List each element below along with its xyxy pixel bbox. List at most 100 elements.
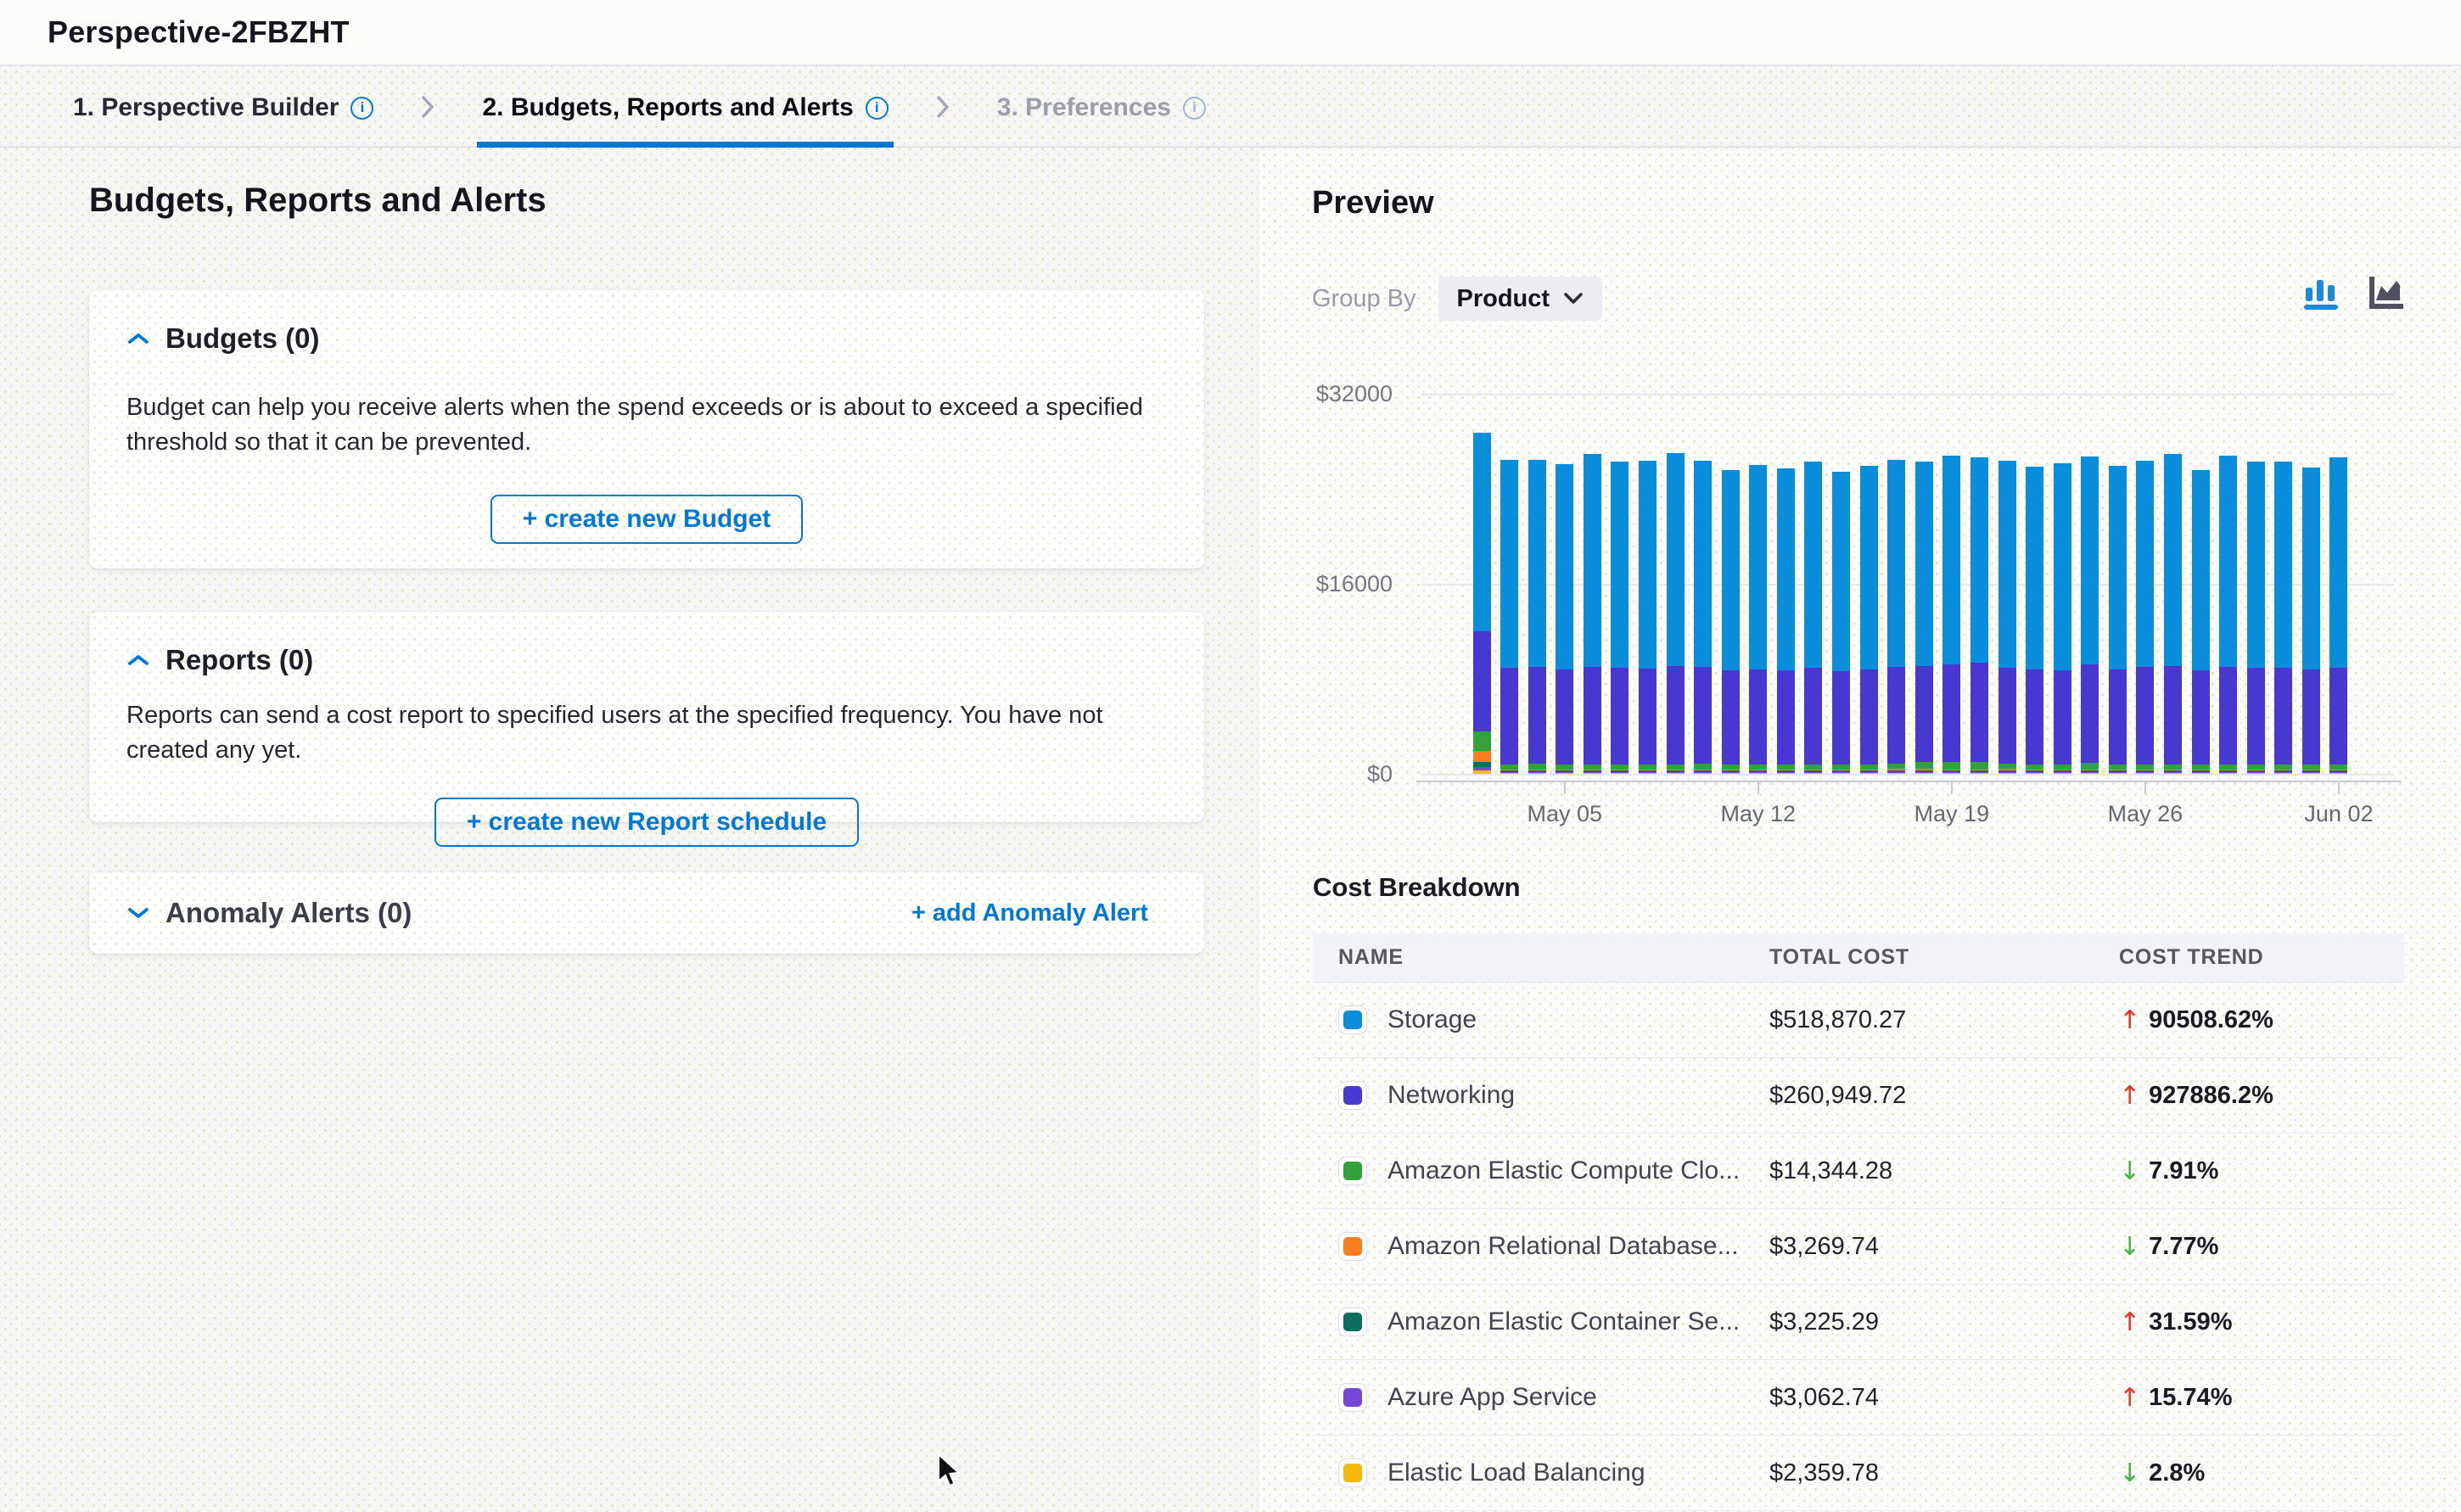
bar-segment [1804, 773, 1822, 774]
bar-chart-icon[interactable] [2301, 275, 2340, 311]
stepper-separator [378, 68, 477, 146]
stacked-bar-may-12[interactable] [1749, 465, 1767, 774]
stacked-bar-may-16[interactable] [1860, 466, 1878, 774]
stacked-bar-may-02[interactable] [1473, 433, 1491, 774]
bar-segment [2054, 670, 2071, 764]
budgets-card-description: Budget can help you receive alerts when … [126, 390, 1167, 459]
bar-segment [1832, 773, 1850, 774]
gridline-0 [1421, 774, 2394, 776]
stacked-bar-jun-02[interactable] [2329, 457, 2347, 774]
stacked-bar-may-10[interactable] [1694, 461, 1712, 774]
chevron-down-icon[interactable] [126, 905, 150, 921]
tab-preferences[interactable]: 3. Preferences [992, 68, 1211, 148]
bar-segment [1777, 670, 1795, 764]
stacked-bar-may-29[interactable] [2219, 456, 2237, 774]
bar-segment [2247, 462, 2265, 668]
bar-segment [1942, 456, 1960, 664]
legend-swatch [1338, 1308, 1367, 1336]
cost-breakdown-title: Cost Breakdown [1313, 872, 1521, 903]
bar-segment [1915, 462, 1933, 667]
area-chart-icon[interactable] [2366, 275, 2405, 311]
bar-segment [2329, 668, 2347, 764]
stacked-bar-may-30[interactable] [2247, 462, 2265, 774]
create-report-schedule-button[interactable]: + create new Report schedule [434, 798, 859, 847]
bar-segment [2109, 669, 2127, 764]
bar-segment [1667, 453, 1685, 666]
bar-segment [2081, 456, 2099, 664]
bar-segment [1804, 668, 1822, 764]
table-row[interactable]: Networking $260,949.72 ↑ 927886.2% [1313, 1058, 2404, 1134]
budgets-card-header[interactable]: Budgets (0) [126, 322, 1167, 355]
bar-segment [1528, 667, 1546, 764]
stacked-bar-may-31[interactable] [2274, 462, 2292, 774]
stacked-bar-jun-01[interactable] [2302, 468, 2320, 774]
stacked-bar-may-09[interactable] [1667, 453, 1685, 774]
stacked-bar-may-28[interactable] [2192, 470, 2210, 774]
table-row[interactable]: Amazon Elastic Container Se... $3,225.29… [1313, 1285, 2404, 1360]
bar-segment [1915, 666, 1933, 762]
bar-segment [2164, 454, 2182, 666]
bar-segment [2164, 773, 2182, 774]
stacked-bar-may-20[interactable] [1970, 457, 1988, 774]
table-row[interactable]: Storage $518,870.27 ↑ 90508.62% [1313, 983, 2404, 1058]
anomaly-card-header[interactable]: Anomaly Alerts (0) [126, 897, 412, 929]
stacked-bar-may-03[interactable] [1500, 460, 1518, 774]
reports-card-header[interactable]: Reports (0) [126, 644, 1167, 676]
stacked-bar-may-23[interactable] [2054, 463, 2071, 774]
tab-budgets-reports-alerts[interactable]: 2. Budgets, Reports and Alerts [477, 68, 893, 148]
group-by-select[interactable]: Product [1438, 277, 1603, 321]
x-axis-tick-label: Jun 02 [2271, 801, 2407, 827]
trend-value: 2.8% [2149, 1459, 2205, 1487]
bar-segment [2054, 773, 2071, 774]
stacked-bar-may-14[interactable] [1804, 462, 1822, 774]
create-budget-button[interactable]: + create new Budget [491, 495, 804, 544]
anomaly-alerts-card: Anomaly Alerts (0) + add Anomaly Alert [89, 872, 1204, 954]
stacked-bar-may-21[interactable] [1999, 461, 2016, 774]
bar-segment [2274, 668, 2292, 764]
bar-segment [2081, 763, 2099, 769]
stacked-bar-may-19[interactable] [1942, 456, 1960, 774]
add-anomaly-alert-link[interactable]: + add Anomaly Alert [911, 899, 1148, 927]
anomaly-card-title: Anomaly Alerts (0) [165, 897, 412, 929]
stacked-bar-may-24[interactable] [2081, 456, 2099, 774]
legend-swatch [1338, 1081, 1367, 1110]
row-name: Elastic Load Balancing [1387, 1459, 1645, 1487]
stacked-bar-may-11[interactable] [1722, 470, 1740, 774]
table-row[interactable]: Amazon Relational Database... $3,269.74 … [1313, 1209, 2404, 1285]
info-icon[interactable] [866, 97, 889, 120]
stacked-bar-may-17[interactable] [1887, 460, 1905, 774]
legend-swatch [1338, 1156, 1367, 1185]
stacked-bar-may-07[interactable] [1611, 462, 1629, 774]
table-row[interactable]: Amazon Elastic Compute Clo... $14,344.28… [1313, 1134, 2404, 1209]
x-axis-tick [1951, 781, 1953, 794]
info-icon[interactable] [1183, 97, 1206, 120]
stacked-bar-may-04[interactable] [1528, 460, 1546, 774]
stepper-separator [894, 68, 992, 146]
stacked-bar-may-06[interactable] [1584, 454, 1601, 774]
chevron-up-icon[interactable] [126, 652, 150, 668]
bar-segment [2192, 773, 2210, 774]
stacked-bar-may-18[interactable] [1915, 462, 1933, 774]
active-tab-underline [477, 142, 893, 148]
trend-value: 927886.2% [2149, 1082, 2273, 1110]
stacked-bar-may-25[interactable] [2109, 466, 2127, 774]
info-icon[interactable] [350, 97, 373, 120]
group-by-label: Group By [1312, 285, 1416, 313]
table-row[interactable]: Azure App Service $3,062.74 ↑ 15.74% [1313, 1360, 2404, 1436]
stacked-bar-may-22[interactable] [2026, 467, 2043, 774]
tab-perspective-builder[interactable]: 1. Perspective Builder [68, 68, 378, 148]
stacked-bar-may-08[interactable] [1639, 461, 1657, 774]
stacked-bar-may-05[interactable] [1556, 464, 1573, 774]
stacked-bar-may-26[interactable] [2136, 461, 2154, 774]
bar-segment [1970, 773, 1988, 774]
stacked-bar-may-13[interactable] [1777, 468, 1795, 774]
table-row[interactable]: Elastic Load Balancing $2,359.78 ↓ 2.8% [1313, 1436, 2404, 1511]
y-axis-tick-label: $16000 [1265, 571, 1393, 596]
bar-segment [1999, 773, 2016, 774]
x-axis-tick [1757, 781, 1759, 794]
bar-segment [1942, 773, 1960, 774]
chevron-up-icon[interactable] [126, 331, 150, 346]
stacked-bar-may-15[interactable] [1832, 472, 1850, 774]
stacked-bar-may-27[interactable] [2164, 454, 2182, 774]
row-name: Amazon Elastic Compute Clo... [1387, 1156, 1740, 1185]
